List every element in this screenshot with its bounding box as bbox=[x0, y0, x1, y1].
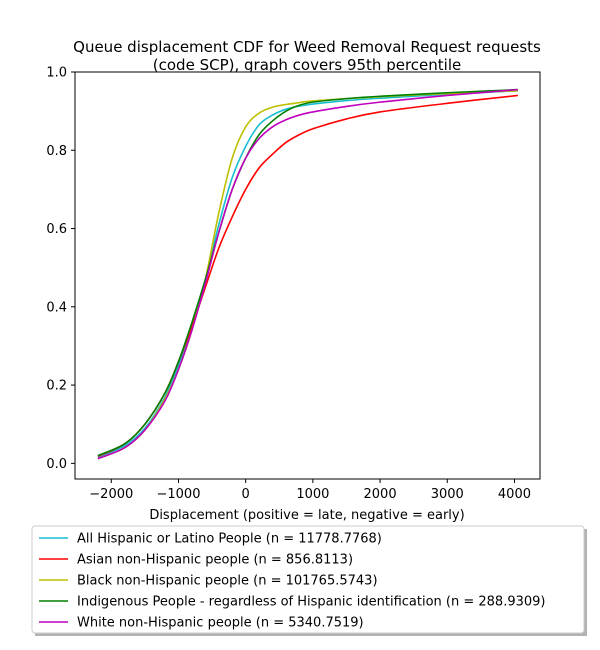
x-axis-ticks: −2000 −1000 0 1000 2000 3000 4000 bbox=[89, 479, 531, 502]
plot-area bbox=[74, 71, 541, 480]
y-tick-label-5: 1.0 bbox=[46, 66, 67, 81]
legend-entry-1: Asian non-Hispanic people (n = 856.8113) bbox=[77, 553, 353, 568]
x-tick-label-5: 3000 bbox=[431, 487, 464, 502]
x-tick-label-4: 2000 bbox=[364, 487, 397, 502]
x-tick-label-3: 1000 bbox=[296, 487, 329, 502]
legend-frame bbox=[31, 525, 585, 634]
legend-entry-2: Black non-Hispanic people (n = 101765.57… bbox=[77, 574, 378, 589]
legend-entry-3: Indigenous People - regardless of Hispan… bbox=[77, 595, 546, 610]
y-axis-ticks: 0.0 0.2 0.4 0.6 0.8 1.0 bbox=[46, 66, 75, 472]
y-tick-label-0: 0.0 bbox=[46, 457, 67, 472]
legend-entry-0: All Hispanic or Latino People (n = 11778… bbox=[77, 532, 382, 547]
series-lines bbox=[97, 88, 518, 460]
chart-title: Queue displacement CDF for Weed Removal … bbox=[73, 38, 541, 74]
y-tick-label-3: 0.6 bbox=[46, 222, 67, 237]
series-line-4 bbox=[97, 88, 518, 460]
y-tick-label-1: 0.2 bbox=[46, 379, 67, 394]
chart-title-line-2: (code SCP), graph covers 95th percentile bbox=[153, 56, 461, 74]
chart-title-line-1: Queue displacement CDF for Weed Removal … bbox=[73, 38, 541, 56]
x-axis-label: Displacement (positive = late, negative … bbox=[149, 508, 464, 523]
legend-entry-4: White non-Hispanic people (n = 5340.7519… bbox=[77, 616, 364, 631]
x-tick-label-0: −2000 bbox=[89, 487, 133, 502]
x-tick-label-1: −1000 bbox=[156, 487, 200, 502]
series-line-0 bbox=[97, 89, 518, 459]
legend: All Hispanic or Latino People (n = 11778… bbox=[31, 525, 587, 636]
y-tick-label-4: 0.8 bbox=[46, 144, 67, 159]
y-tick-label-2: 0.4 bbox=[46, 300, 67, 315]
x-tick-label-6: 4000 bbox=[498, 487, 531, 502]
x-tick-label-2: 0 bbox=[242, 487, 250, 502]
